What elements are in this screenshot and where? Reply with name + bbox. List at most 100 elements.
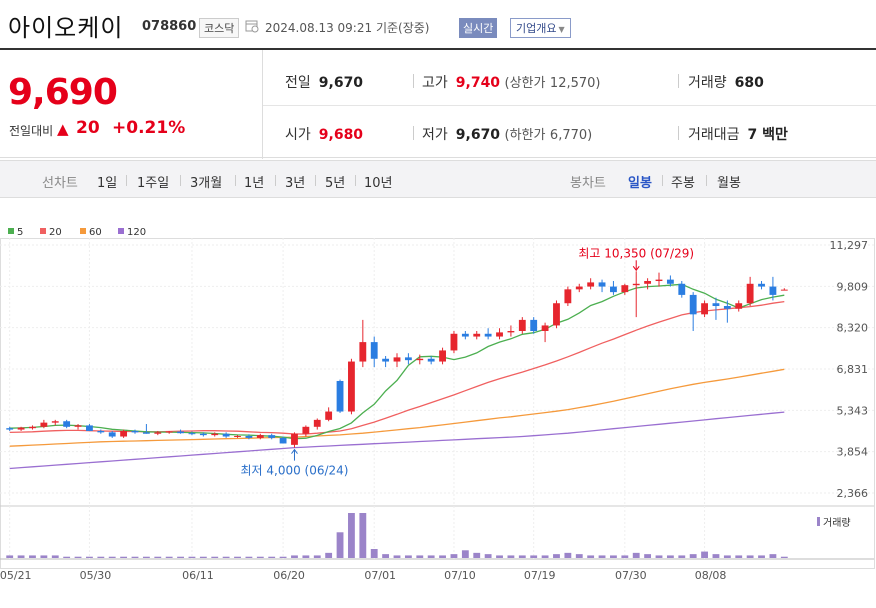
price-chart[interactable]: 11,297 9,809 8,320 6,831 5,343 3,854 2,366 05/2… [0,238,876,608]
volume-bar [530,555,538,558]
company-overview-dropdown[interactable]: 기업개요 ▼ [510,18,571,38]
candle-body [268,435,276,438]
candle-body [541,325,549,331]
divider [275,175,276,186]
period-tab-1w[interactable]: 1주일 [137,176,170,191]
candle-body [461,333,469,337]
candle-body [507,330,515,333]
candle-body [291,433,298,445]
candle-body [120,430,128,437]
volume-bar [382,554,390,558]
candle-body [325,411,333,420]
volume-label: 거래량 [823,517,851,529]
volume-bar [427,555,435,558]
candle-body [655,279,663,282]
legend-label: 120 [127,227,147,238]
volume-bar [610,555,617,558]
volume-bar [746,555,754,558]
legend-swatch [8,228,14,234]
datetime-value: 2024.08.13 09:21 [265,21,373,35]
candle-body [17,427,25,430]
candle-body [108,432,116,437]
volume-bar [598,555,606,558]
volume-bar [678,555,686,558]
candle-body [313,419,321,427]
volume-bar [701,551,708,558]
period-tab-1y[interactable]: 1년 [244,176,265,191]
candle-body [735,303,743,309]
volume-bar [689,554,697,558]
volume-bar [40,555,48,558]
volume-bar [29,555,36,558]
period-tab-1d[interactable]: 1일 [97,176,118,191]
volume-bar [302,555,310,558]
stock-code: 078860 [142,19,197,34]
stock-name: 아이오케이 [8,14,124,42]
candle-body [644,281,652,284]
realtime-button[interactable]: 실시간 [459,18,498,38]
volume-bar [336,532,344,558]
volume-bar [256,556,264,558]
legend-swatch [80,228,86,234]
divider [678,126,679,140]
candle-body [6,428,14,430]
volume-bar [416,555,424,558]
volume-label: 거래량 [688,75,727,91]
candle-body [723,306,731,309]
stock-header: 아이오케이 078860 코스닥 2024.08.13 09:21 기준(장중)… [0,0,876,46]
volume-bar [154,556,162,558]
chart-toolbar: 선차트 1일 1주일 3개월 1년 3년 5년 10년 봉차트 일봉 주봉 월봉 [0,160,876,198]
high-cell: 고가 9,740 (상한가 12,570) [422,72,600,92]
open-value: 9,680 [318,127,364,143]
volume-bar [234,556,241,558]
candle-body [51,421,59,423]
volume-bar [518,555,526,558]
low-annotation: 최저 4,000 (06/24) [240,464,348,478]
period-tab-10y[interactable]: 10년 [364,176,393,191]
candle-body [587,282,595,287]
candle-body [188,433,196,435]
period-tab-3y[interactable]: 3년 [285,176,306,191]
x-tick-label: 05/30 [80,569,112,582]
volume-bar [564,552,572,558]
volume-bar [496,555,503,558]
volume-bar [712,554,720,558]
candle-body [359,342,367,362]
divider [180,175,181,186]
candle-body [712,303,720,307]
candle-body [678,283,686,295]
legend-label: 60 [89,227,102,238]
divider [126,175,127,186]
period-tab-5y[interactable]: 5년 [325,176,346,191]
candle-body [758,283,765,287]
candle-body [302,426,310,434]
x-tick-label: 07/01 [364,569,396,582]
volume-bar [666,555,674,558]
volume-value: 680 [734,75,764,91]
candle-body [199,433,207,436]
candle-tab-weekly[interactable]: 주봉 [671,176,695,191]
candle-body [553,303,560,326]
volume-bar [632,552,640,558]
amount-label: 거래대금 [688,127,740,143]
period-tab-3m[interactable]: 3개월 [190,176,223,191]
volume-bar [644,554,652,558]
candle-body [701,303,708,315]
prev-close-value: 9,670 [318,75,364,91]
prev-close-cell: 전일 9,670 [285,72,363,92]
open-cell: 시가 9,680 [285,124,363,144]
volume-bar [507,555,515,558]
volume-bar [63,556,71,558]
volume-bar [723,555,731,558]
candle-body [416,358,424,361]
lower-limit-label: (하한가 [504,128,546,143]
volume-bar [780,556,788,558]
volume-bar [17,555,25,558]
volume-bar [461,550,469,558]
candle-tab-daily[interactable]: 일봉 [628,176,652,191]
candle-body [348,361,355,412]
candle-body [746,283,754,304]
candle-tab-monthly[interactable]: 월봉 [717,176,741,191]
candle-body [74,425,82,427]
y-tick-label: 6,831 [837,363,869,376]
